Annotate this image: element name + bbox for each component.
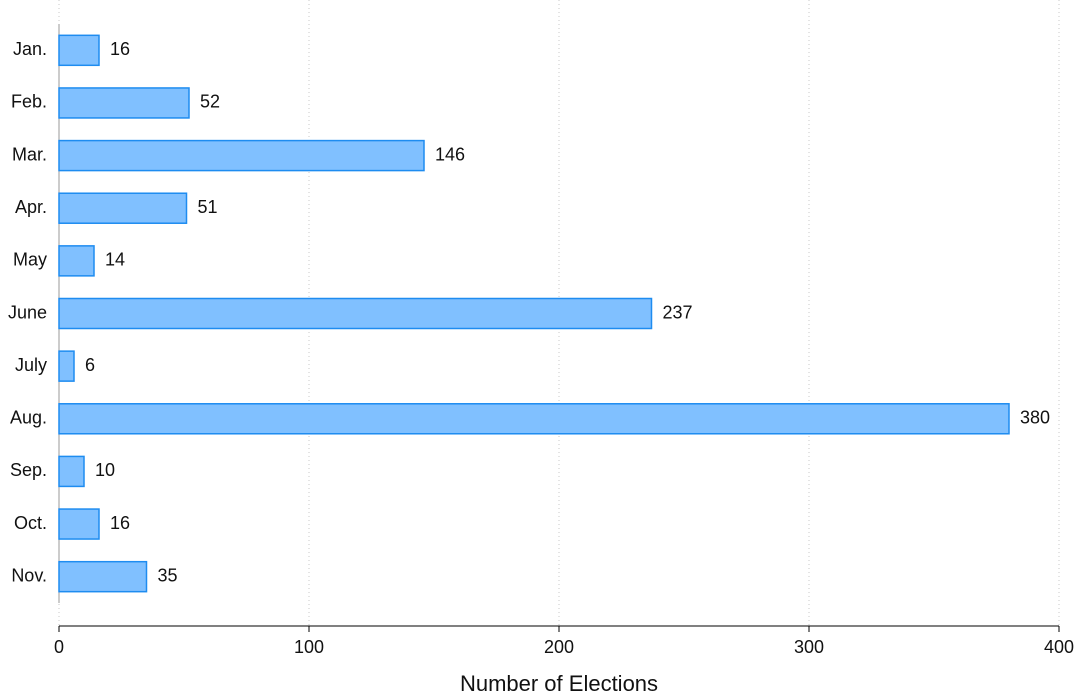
- y-tick-label: Oct.: [14, 513, 47, 533]
- data-label: 16: [110, 39, 130, 59]
- y-tick-label: July: [15, 355, 47, 375]
- y-tick-label: Sep.: [10, 460, 47, 480]
- bar: [58, 560, 148, 593]
- bar: [58, 192, 188, 224]
- bar: [58, 508, 100, 540]
- data-label: 10: [95, 460, 115, 480]
- bar: [58, 87, 190, 119]
- bar: [58, 297, 653, 330]
- data-label: 380: [1020, 408, 1050, 428]
- data-label: 237: [663, 302, 693, 322]
- data-label: 51: [198, 197, 218, 217]
- bar: [58, 403, 1010, 435]
- y-tick-label: Aug.: [10, 408, 47, 428]
- data-label: 35: [158, 565, 178, 585]
- bar: [58, 139, 425, 172]
- y-tick-label: Nov.: [11, 565, 47, 585]
- x-tick-label: 0: [54, 637, 64, 657]
- y-tick-label: Apr.: [15, 197, 47, 217]
- bar: [58, 245, 95, 277]
- x-tick-label: 200: [544, 637, 574, 657]
- x-tick-label: 300: [794, 637, 824, 657]
- y-tick-label: May: [13, 250, 47, 270]
- x-axis-label: Number of Elections: [460, 671, 658, 696]
- x-tick-label: 400: [1044, 637, 1074, 657]
- y-tick-label: June: [8, 302, 47, 322]
- x-tick-label: 100: [294, 637, 324, 657]
- data-label: 52: [200, 92, 220, 112]
- data-label: 146: [435, 144, 465, 164]
- bar: [58, 350, 75, 382]
- bar: [58, 34, 100, 67]
- y-tick-label: Jan.: [13, 39, 47, 59]
- data-label: 14: [105, 250, 125, 270]
- bar: [58, 455, 85, 488]
- data-label: 6: [85, 355, 95, 375]
- data-label: 16: [110, 513, 130, 533]
- y-tick-label: Feb.: [11, 92, 47, 112]
- y-tick-label: Mar.: [12, 144, 47, 164]
